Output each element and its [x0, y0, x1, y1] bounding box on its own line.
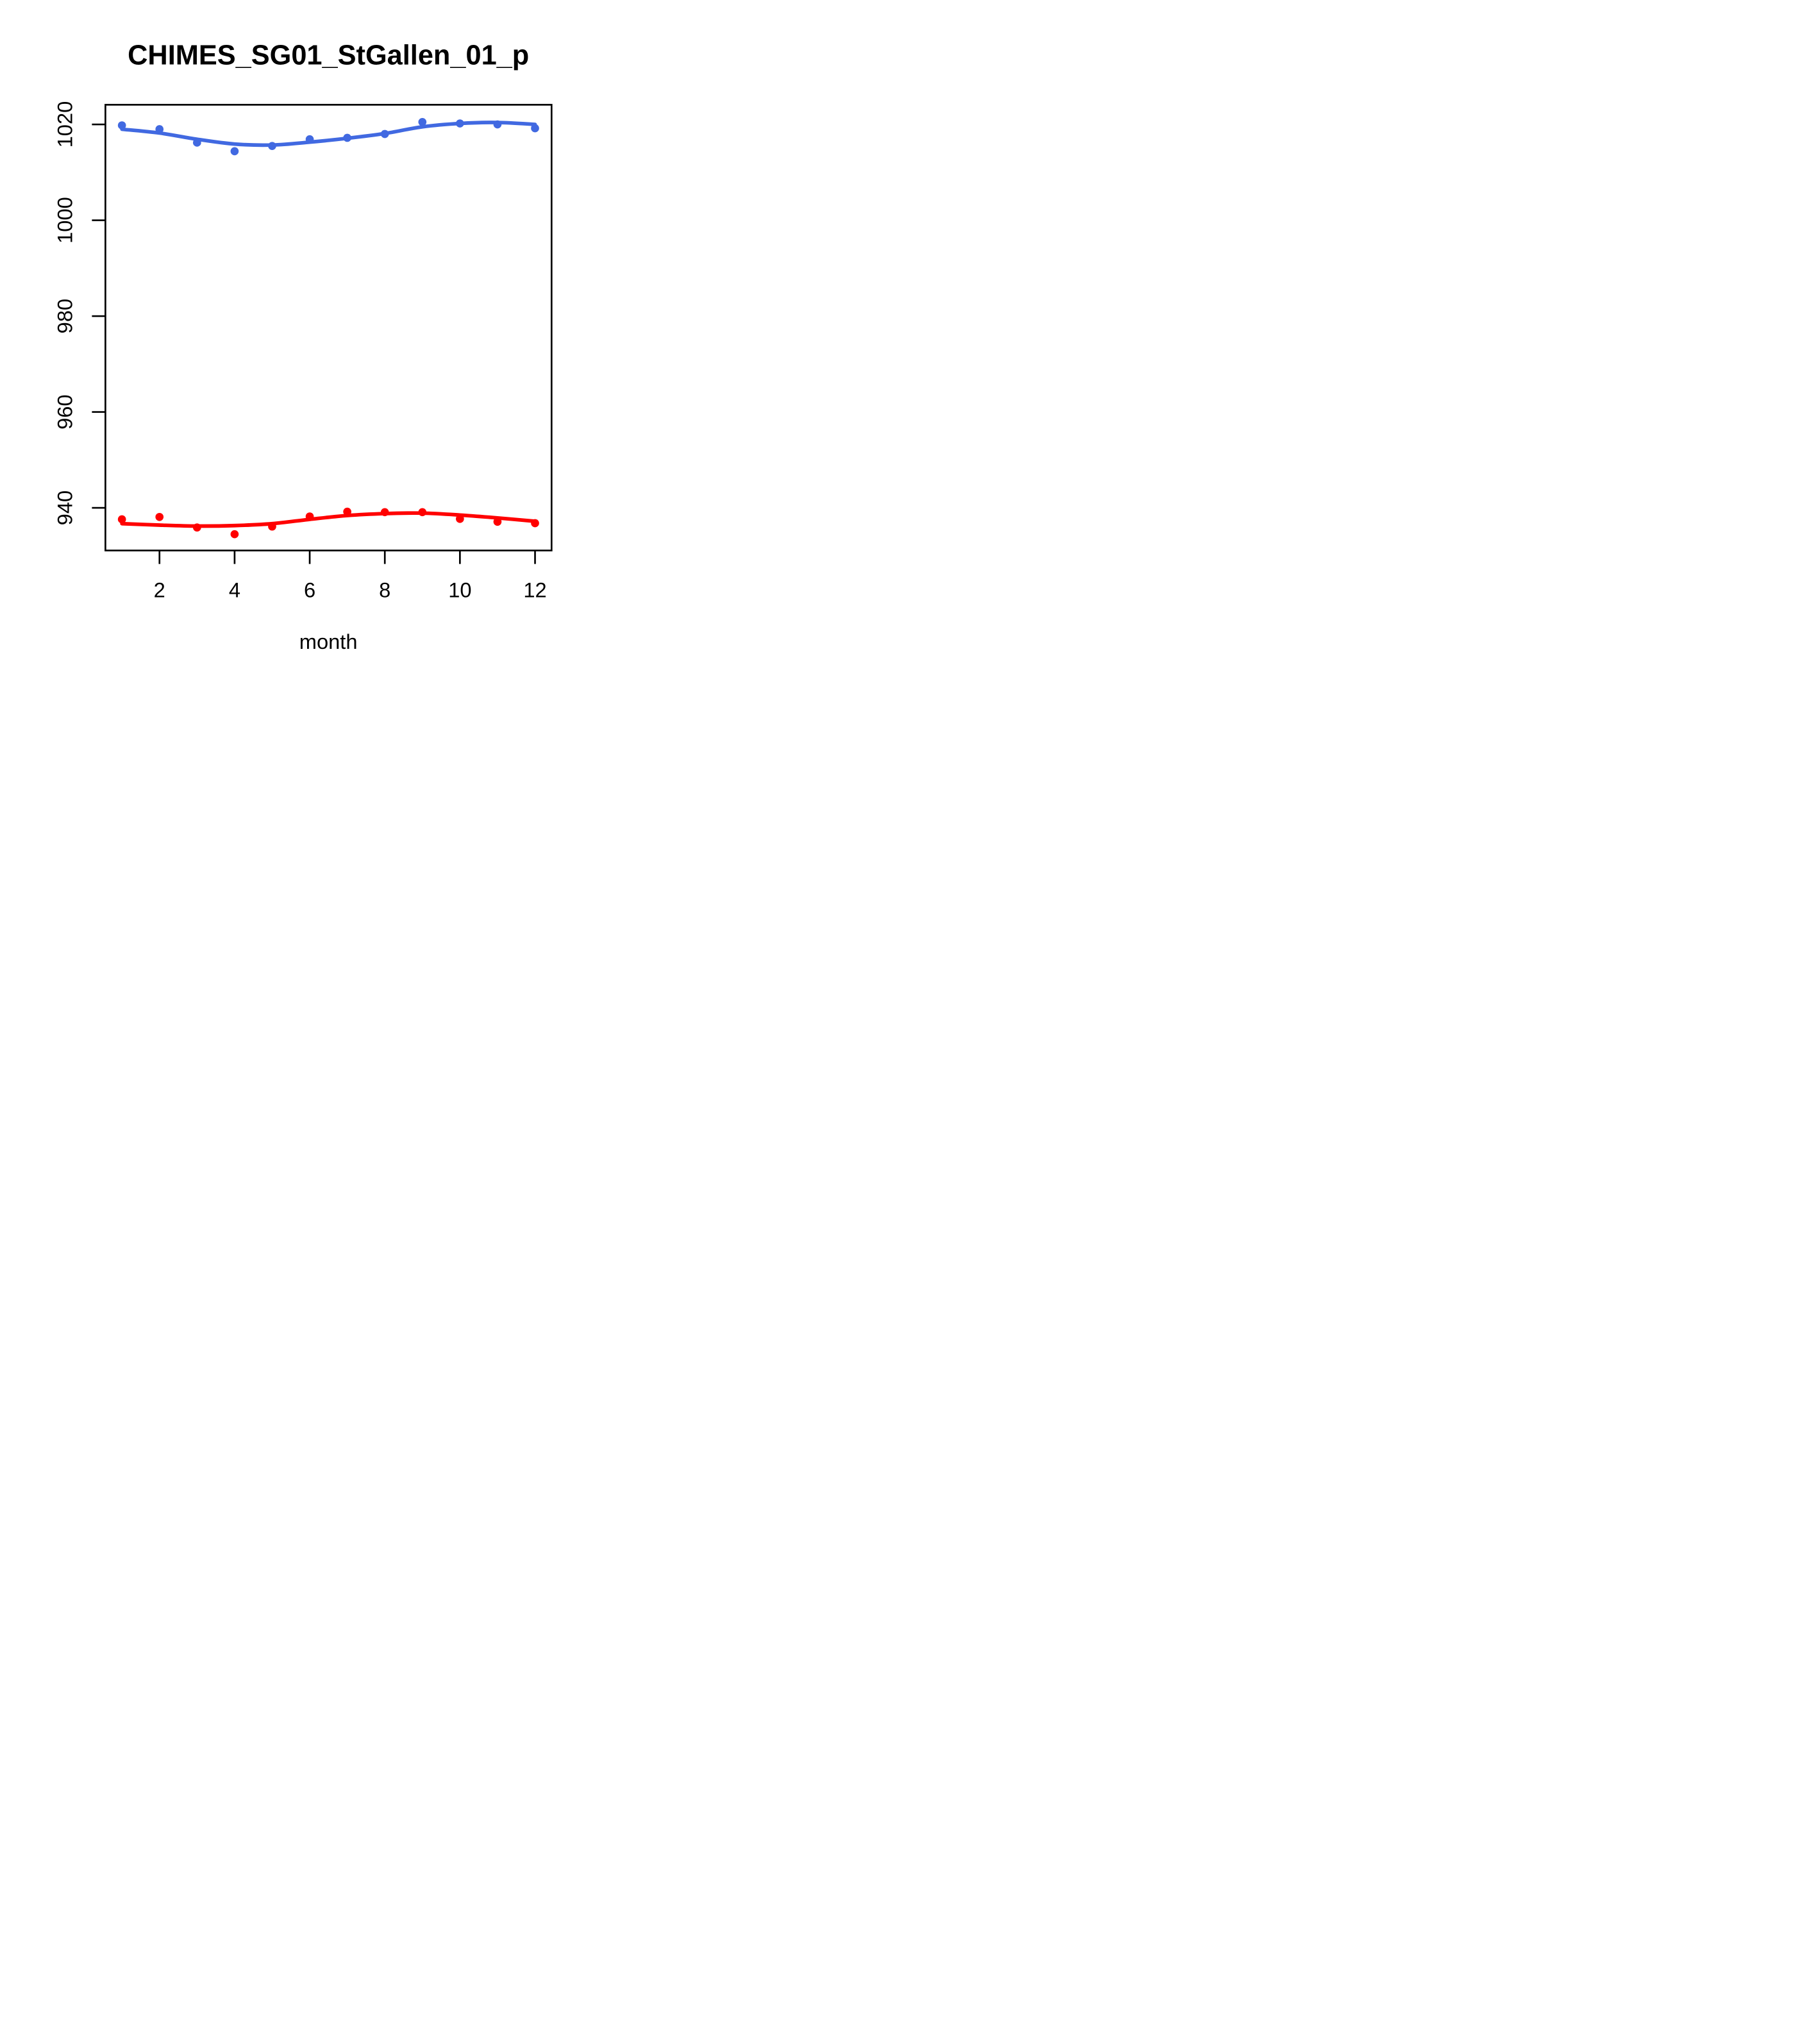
x-tick-label: 2	[154, 578, 165, 601]
lower-points-point	[117, 515, 126, 524]
plot-box	[105, 104, 553, 551]
x-tick-label: 8	[379, 578, 390, 601]
y-tick-label: 940	[53, 490, 77, 526]
y-tick-label: 980	[53, 299, 77, 334]
upper-points-point	[418, 117, 427, 126]
x-tick-label: 6	[304, 578, 315, 601]
y-axis: 940 960 980 1000 1020	[53, 101, 106, 526]
x-tick-label: 4	[229, 578, 240, 601]
chart: CHIMES_SG01_StGallen_01_p 940 960 980 1000 1…	[0, 0, 606, 682]
lower-smooth-line	[120, 511, 537, 528]
x-axis-title: month	[299, 630, 358, 653]
lower-points-point	[230, 530, 239, 539]
y-tick-label: 1000	[53, 197, 77, 244]
upper-points-point	[531, 124, 539, 133]
upper-points-point	[117, 121, 126, 130]
upper-smooth-line	[120, 121, 537, 147]
upper-points-point	[230, 147, 239, 156]
plot-svg: CHIMES_SG01_StGallen_01_p 940 960 980 1000 1…	[0, 0, 606, 682]
series-layer	[117, 117, 539, 539]
y-tick-label: 960	[53, 394, 77, 430]
plot-background	[0, 0, 606, 682]
x-tick-label: 10	[448, 578, 471, 601]
x-axis: 2 4 6 8 10 12	[154, 550, 547, 601]
y-tick-label: 1020	[53, 101, 77, 148]
lower-points-point	[155, 512, 164, 521]
x-tick-label: 12	[523, 578, 546, 601]
chart-title: CHIMES_SG01_StGallen_01_p	[128, 40, 529, 71]
